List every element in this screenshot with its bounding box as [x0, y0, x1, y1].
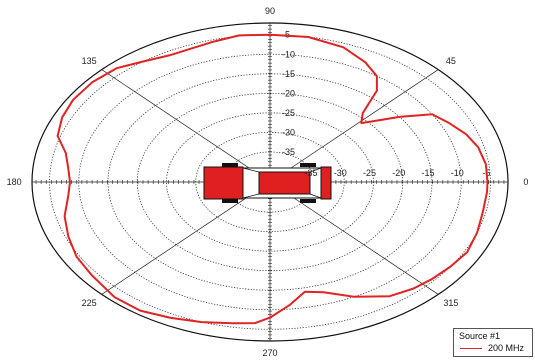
- angle-label: 180: [7, 177, 22, 187]
- legend-title: Source #1: [459, 331, 501, 341]
- angle-label: 0: [523, 177, 528, 187]
- polar-grid: [31, 22, 509, 342]
- radial-tick-label: -15: [282, 69, 295, 79]
- legend-series-name: 200 MHz: [488, 343, 525, 353]
- radial-tick-label: -25: [363, 168, 376, 178]
- radial-tick-label: -10: [282, 49, 295, 59]
- angle-label: 270: [262, 348, 277, 358]
- radial-tick-label: -35: [305, 168, 318, 178]
- radial-tick-label: -20: [392, 168, 405, 178]
- angle-label: 135: [82, 56, 97, 66]
- radial-tick-label: -25: [282, 108, 295, 118]
- angle-label: 90: [265, 6, 275, 16]
- radial-tick-label: -35: [282, 147, 295, 157]
- radial-tick-label: -20: [282, 88, 295, 98]
- grid-spoke: [269, 69, 439, 183]
- radial-tick-label: -10: [451, 168, 464, 178]
- car-icon: [203, 163, 332, 203]
- legend: Source #1 200 MHz: [453, 328, 533, 357]
- grid-spoke: [101, 181, 271, 295]
- series-layer: [56, 33, 489, 325]
- radial-tick-labels: -35-35-30-30-25-25-20-20-15-15-10-10-5-5: [282, 30, 490, 178]
- angle-label: 315: [443, 298, 458, 308]
- series-line: [56, 33, 489, 325]
- angle-label: 225: [82, 298, 97, 308]
- radial-tick-label: -15: [421, 168, 434, 178]
- angle-label: 45: [446, 56, 456, 66]
- angle-labels: 0 45 90 135 180 225 270 315: [7, 6, 529, 358]
- radial-tick-label: -30: [282, 127, 295, 137]
- grid-spoke: [269, 181, 439, 295]
- radial-tick-label: -30: [334, 168, 347, 178]
- legend-swatch: [460, 348, 482, 349]
- grid-spoke: [101, 69, 271, 183]
